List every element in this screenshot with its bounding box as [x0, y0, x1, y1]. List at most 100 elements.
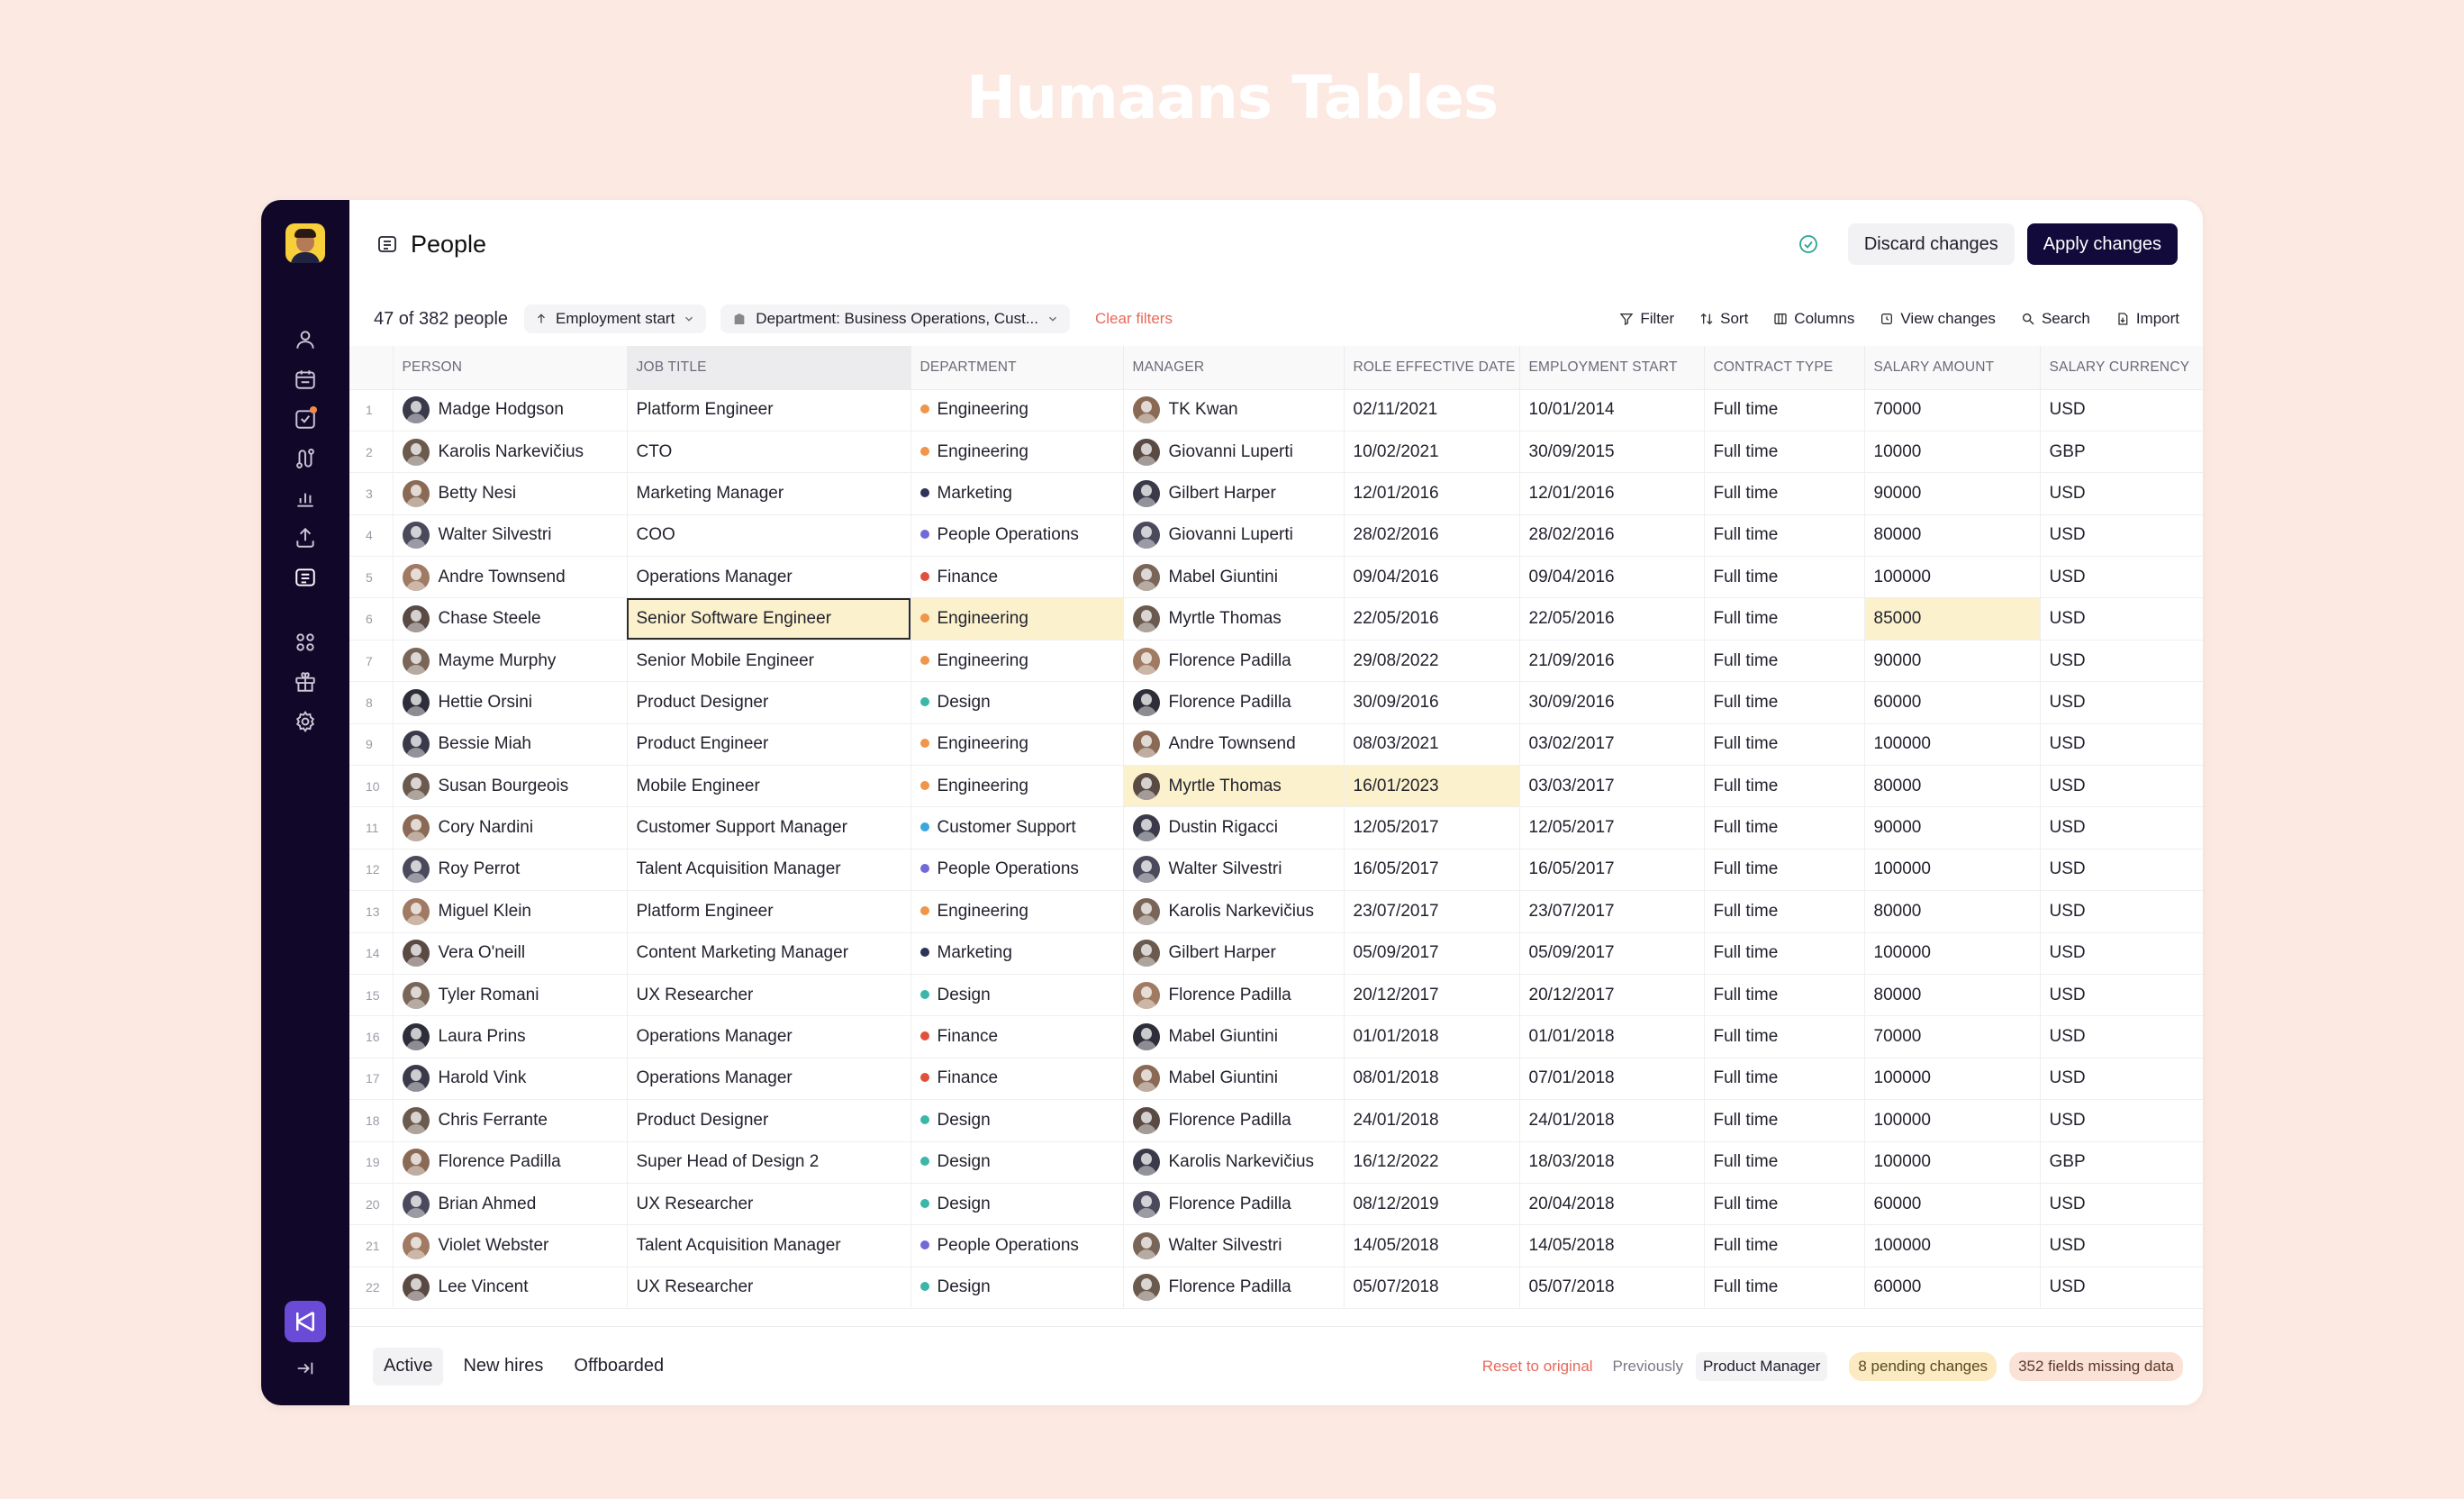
cell-role-effective-date[interactable]: 01/01/2018: [1344, 1015, 1520, 1058]
cell-employment-start[interactable]: 14/05/2018: [1519, 1224, 1705, 1267]
cell-contract-type[interactable]: Full time: [1704, 640, 1865, 683]
cell-person[interactable]: Tyler Romani: [393, 974, 628, 1017]
cell-salary-currency[interactable]: USD: [2040, 1015, 2203, 1058]
cell-manager[interactable]: Giovanni Luperti: [1123, 431, 1345, 474]
cell-department[interactable]: Design: [910, 1099, 1124, 1142]
table-row[interactable]: 10 Susan Bourgeois Mobile Engineer Engineer…: [349, 765, 2203, 808]
cell-role-effective-date[interactable]: 20/12/2017: [1344, 974, 1520, 1017]
cell-contract-type[interactable]: Full time: [1704, 806, 1865, 849]
cell-salary-amount[interactable]: 80000: [1864, 890, 2041, 933]
cell-role-effective-date[interactable]: 10/02/2021: [1344, 431, 1520, 474]
view-changes-button[interactable]: View changes: [1880, 310, 1996, 328]
cell-person[interactable]: Laura Prins: [393, 1015, 628, 1058]
cell-contract-type[interactable]: Full time: [1704, 681, 1865, 724]
cell-employment-start[interactable]: 01/01/2018: [1519, 1015, 1705, 1058]
cell-manager[interactable]: Walter Silvestri: [1123, 849, 1345, 892]
cell-employment-start[interactable]: 21/09/2016: [1519, 640, 1705, 683]
cell-department[interactable]: Design: [910, 1267, 1124, 1310]
cell-role-effective-date[interactable]: 14/05/2018: [1344, 1224, 1520, 1267]
cell-department[interactable]: Design: [910, 1183, 1124, 1226]
column-header-employment-start[interactable]: EMPLOYMENT START: [1519, 346, 1705, 390]
column-header-role-effective-date[interactable]: ROLE EFFECTIVE DATE: [1344, 346, 1520, 390]
pending-changes-badge[interactable]: 8 pending changes: [1849, 1351, 1997, 1381]
cell-job-title[interactable]: Platform Engineer: [627, 389, 911, 432]
table-row[interactable]: 21 Violet Webster Talent Acquisition Manag…: [349, 1224, 2203, 1267]
column-header-person[interactable]: PERSON: [393, 346, 628, 390]
table-row[interactable]: 18 Chris Ferrante Product Designer Design Fl…: [349, 1099, 2203, 1142]
cell-salary-amount[interactable]: 80000: [1864, 765, 2041, 808]
cell-manager[interactable]: Florence Padilla: [1123, 1099, 1345, 1142]
cell-role-effective-date[interactable]: 29/08/2022: [1344, 640, 1520, 683]
cell-contract-type[interactable]: Full time: [1704, 1058, 1865, 1101]
cell-manager[interactable]: Florence Padilla: [1123, 1267, 1345, 1310]
missing-data-badge[interactable]: 352 fields missing data: [2009, 1351, 2183, 1381]
cell-employment-start[interactable]: 20/04/2018: [1519, 1183, 1705, 1226]
department-filter-chip[interactable]: Department: Business Operations, Cust...: [720, 304, 1070, 333]
cell-department[interactable]: People Operations: [910, 514, 1124, 558]
cell-employment-start[interactable]: 05/09/2017: [1519, 932, 1705, 975]
cell-employment-start[interactable]: 05/07/2018: [1519, 1267, 1705, 1310]
cell-role-effective-date[interactable]: 22/05/2016: [1344, 597, 1520, 640]
table-row[interactable]: 9 Bessie Miah Product Engineer Engineering A…: [349, 723, 2203, 767]
tab-offboarded[interactable]: Offboarded: [574, 1356, 665, 1376]
cell-job-title[interactable]: Content Marketing Manager: [627, 932, 911, 975]
cell-job-title[interactable]: Super Head of Design 2: [627, 1141, 911, 1184]
cell-job-title[interactable]: Talent Acquisition Manager: [627, 849, 911, 892]
discard-changes-button[interactable]: Discard changes: [1847, 223, 2015, 265]
cell-salary-currency[interactable]: USD: [2040, 472, 2203, 515]
cell-employment-start[interactable]: 03/03/2017: [1519, 765, 1705, 808]
cell-salary-amount[interactable]: 100000: [1864, 556, 2041, 599]
column-header-department[interactable]: DEPARTMENT: [910, 346, 1124, 390]
cell-job-title[interactable]: Operations Manager: [627, 556, 911, 599]
cell-contract-type[interactable]: Full time: [1704, 556, 1865, 599]
cell-job-title[interactable]: CTO: [627, 431, 911, 474]
column-header-contract-type[interactable]: CONTRACT TYPE: [1704, 346, 1865, 390]
cell-salary-currency[interactable]: USD: [2040, 1183, 2203, 1226]
cell-person[interactable]: Bessie Miah: [393, 723, 628, 767]
cell-contract-type[interactable]: Full time: [1704, 1267, 1865, 1310]
cell-job-title[interactable]: Customer Support Manager: [627, 806, 911, 849]
cell-contract-type[interactable]: Full time: [1704, 765, 1865, 808]
cell-salary-amount[interactable]: 70000: [1864, 1015, 2041, 1058]
cell-contract-type[interactable]: Full time: [1704, 389, 1865, 432]
cell-job-title[interactable]: Product Designer: [627, 681, 911, 724]
cell-salary-amount[interactable]: 70000: [1864, 389, 2041, 432]
cell-role-effective-date[interactable]: 08/12/2019: [1344, 1183, 1520, 1226]
cell-employment-start[interactable]: 18/03/2018: [1519, 1141, 1705, 1184]
cell-employment-start[interactable]: 30/09/2015: [1519, 431, 1705, 474]
cell-manager[interactable]: Florence Padilla: [1123, 974, 1345, 1017]
cell-salary-amount[interactable]: 10000: [1864, 431, 2041, 474]
table-row[interactable]: 8 Hettie Orsini Product Designer Design Flor…: [349, 681, 2203, 724]
cell-role-effective-date[interactable]: 16/12/2022: [1344, 1141, 1520, 1184]
cell-role-effective-date[interactable]: 16/01/2023: [1344, 765, 1520, 808]
search-button[interactable]: Search: [2021, 310, 2090, 328]
cell-role-effective-date[interactable]: 12/05/2017: [1344, 806, 1520, 849]
cell-contract-type[interactable]: Full time: [1704, 597, 1865, 640]
cell-person[interactable]: Chris Ferrante: [393, 1099, 628, 1142]
column-header-manager[interactable]: MANAGER: [1123, 346, 1345, 390]
people-table-container[interactable]: PERSON JOB TITLE DEPARTMENT MANAGER ROLE…: [349, 346, 2203, 1326]
cell-job-title[interactable]: UX Researcher: [627, 974, 911, 1017]
cell-manager[interactable]: Gilbert Harper: [1123, 932, 1345, 975]
reset-to-original-link[interactable]: Reset to original: [1481, 1357, 1593, 1375]
cell-manager[interactable]: Mabel Giuntini: [1123, 556, 1345, 599]
humaans-logo-icon[interactable]: [285, 1301, 326, 1342]
cell-contract-type[interactable]: Full time: [1704, 1099, 1865, 1142]
cell-role-effective-date[interactable]: 12/01/2016: [1344, 472, 1520, 515]
cell-employment-start[interactable]: 09/04/2016: [1519, 556, 1705, 599]
cell-salary-currency[interactable]: USD: [2040, 640, 2203, 683]
cell-person[interactable]: Harold Vink: [393, 1058, 628, 1101]
table-row[interactable]: 22 Lee Vincent UX Researcher Design Florence…: [349, 1267, 2203, 1310]
cell-contract-type[interactable]: Full time: [1704, 1015, 1865, 1058]
cell-employment-start[interactable]: 10/01/2014: [1519, 389, 1705, 432]
cell-contract-type[interactable]: Full time: [1704, 472, 1865, 515]
cell-department[interactable]: Engineering: [910, 389, 1124, 432]
reports-icon[interactable]: [292, 485, 319, 512]
table-row[interactable]: 12 Roy Perrot Talent Acquisition Manager Pe…: [349, 849, 2203, 892]
tab-new-hires[interactable]: New hires: [463, 1356, 544, 1376]
cell-department[interactable]: Finance: [910, 1015, 1124, 1058]
sort-button[interactable]: Sort: [1699, 310, 1748, 328]
cell-person[interactable]: Hettie Orsini: [393, 681, 628, 724]
cell-person[interactable]: Florence Padilla: [393, 1141, 628, 1184]
cell-job-title[interactable]: UX Researcher: [627, 1267, 911, 1310]
